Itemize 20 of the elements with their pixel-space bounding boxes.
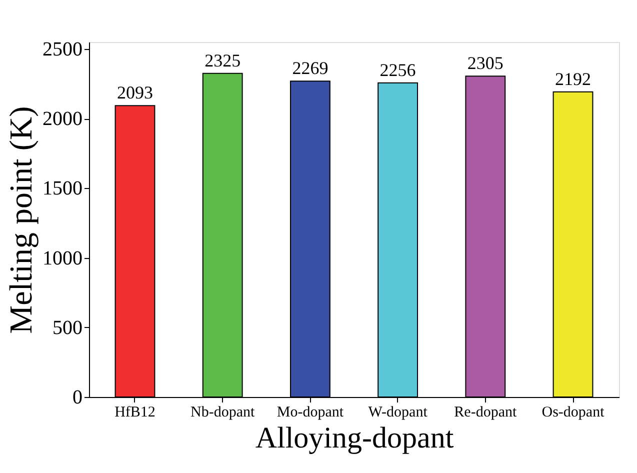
y-tick-label: 1000 [42, 247, 82, 270]
x-tick-label: Nb-dopant [190, 404, 256, 420]
y-tick-label: 500 [52, 316, 82, 339]
x-tick-label: W-dopant [368, 404, 428, 420]
data-label: 2093 [116, 82, 153, 103]
x-tick-label: Re-dopant [454, 404, 518, 420]
y-axis-title: Melting point (K) [2, 106, 38, 334]
y-tick-label: 0 [72, 386, 82, 408]
x-tick-label: Os-dopant [542, 404, 606, 420]
x-tick-label: HfB12 [114, 404, 156, 420]
y-tick-label: 2500 [42, 38, 82, 60]
data-label: 2192 [555, 68, 592, 89]
x-tick-label: Mo-dopant [276, 404, 344, 420]
y-tick-label: 1500 [42, 178, 82, 200]
y-tick-label: 2000 [42, 108, 82, 130]
data-label: 2256 [380, 60, 416, 80]
x-axis-title: Alloying-dopant [255, 422, 454, 454]
data-label: 2269 [292, 58, 328, 78]
data-label: 2305 [467, 53, 504, 74]
data-label: 2325 [204, 50, 241, 70]
